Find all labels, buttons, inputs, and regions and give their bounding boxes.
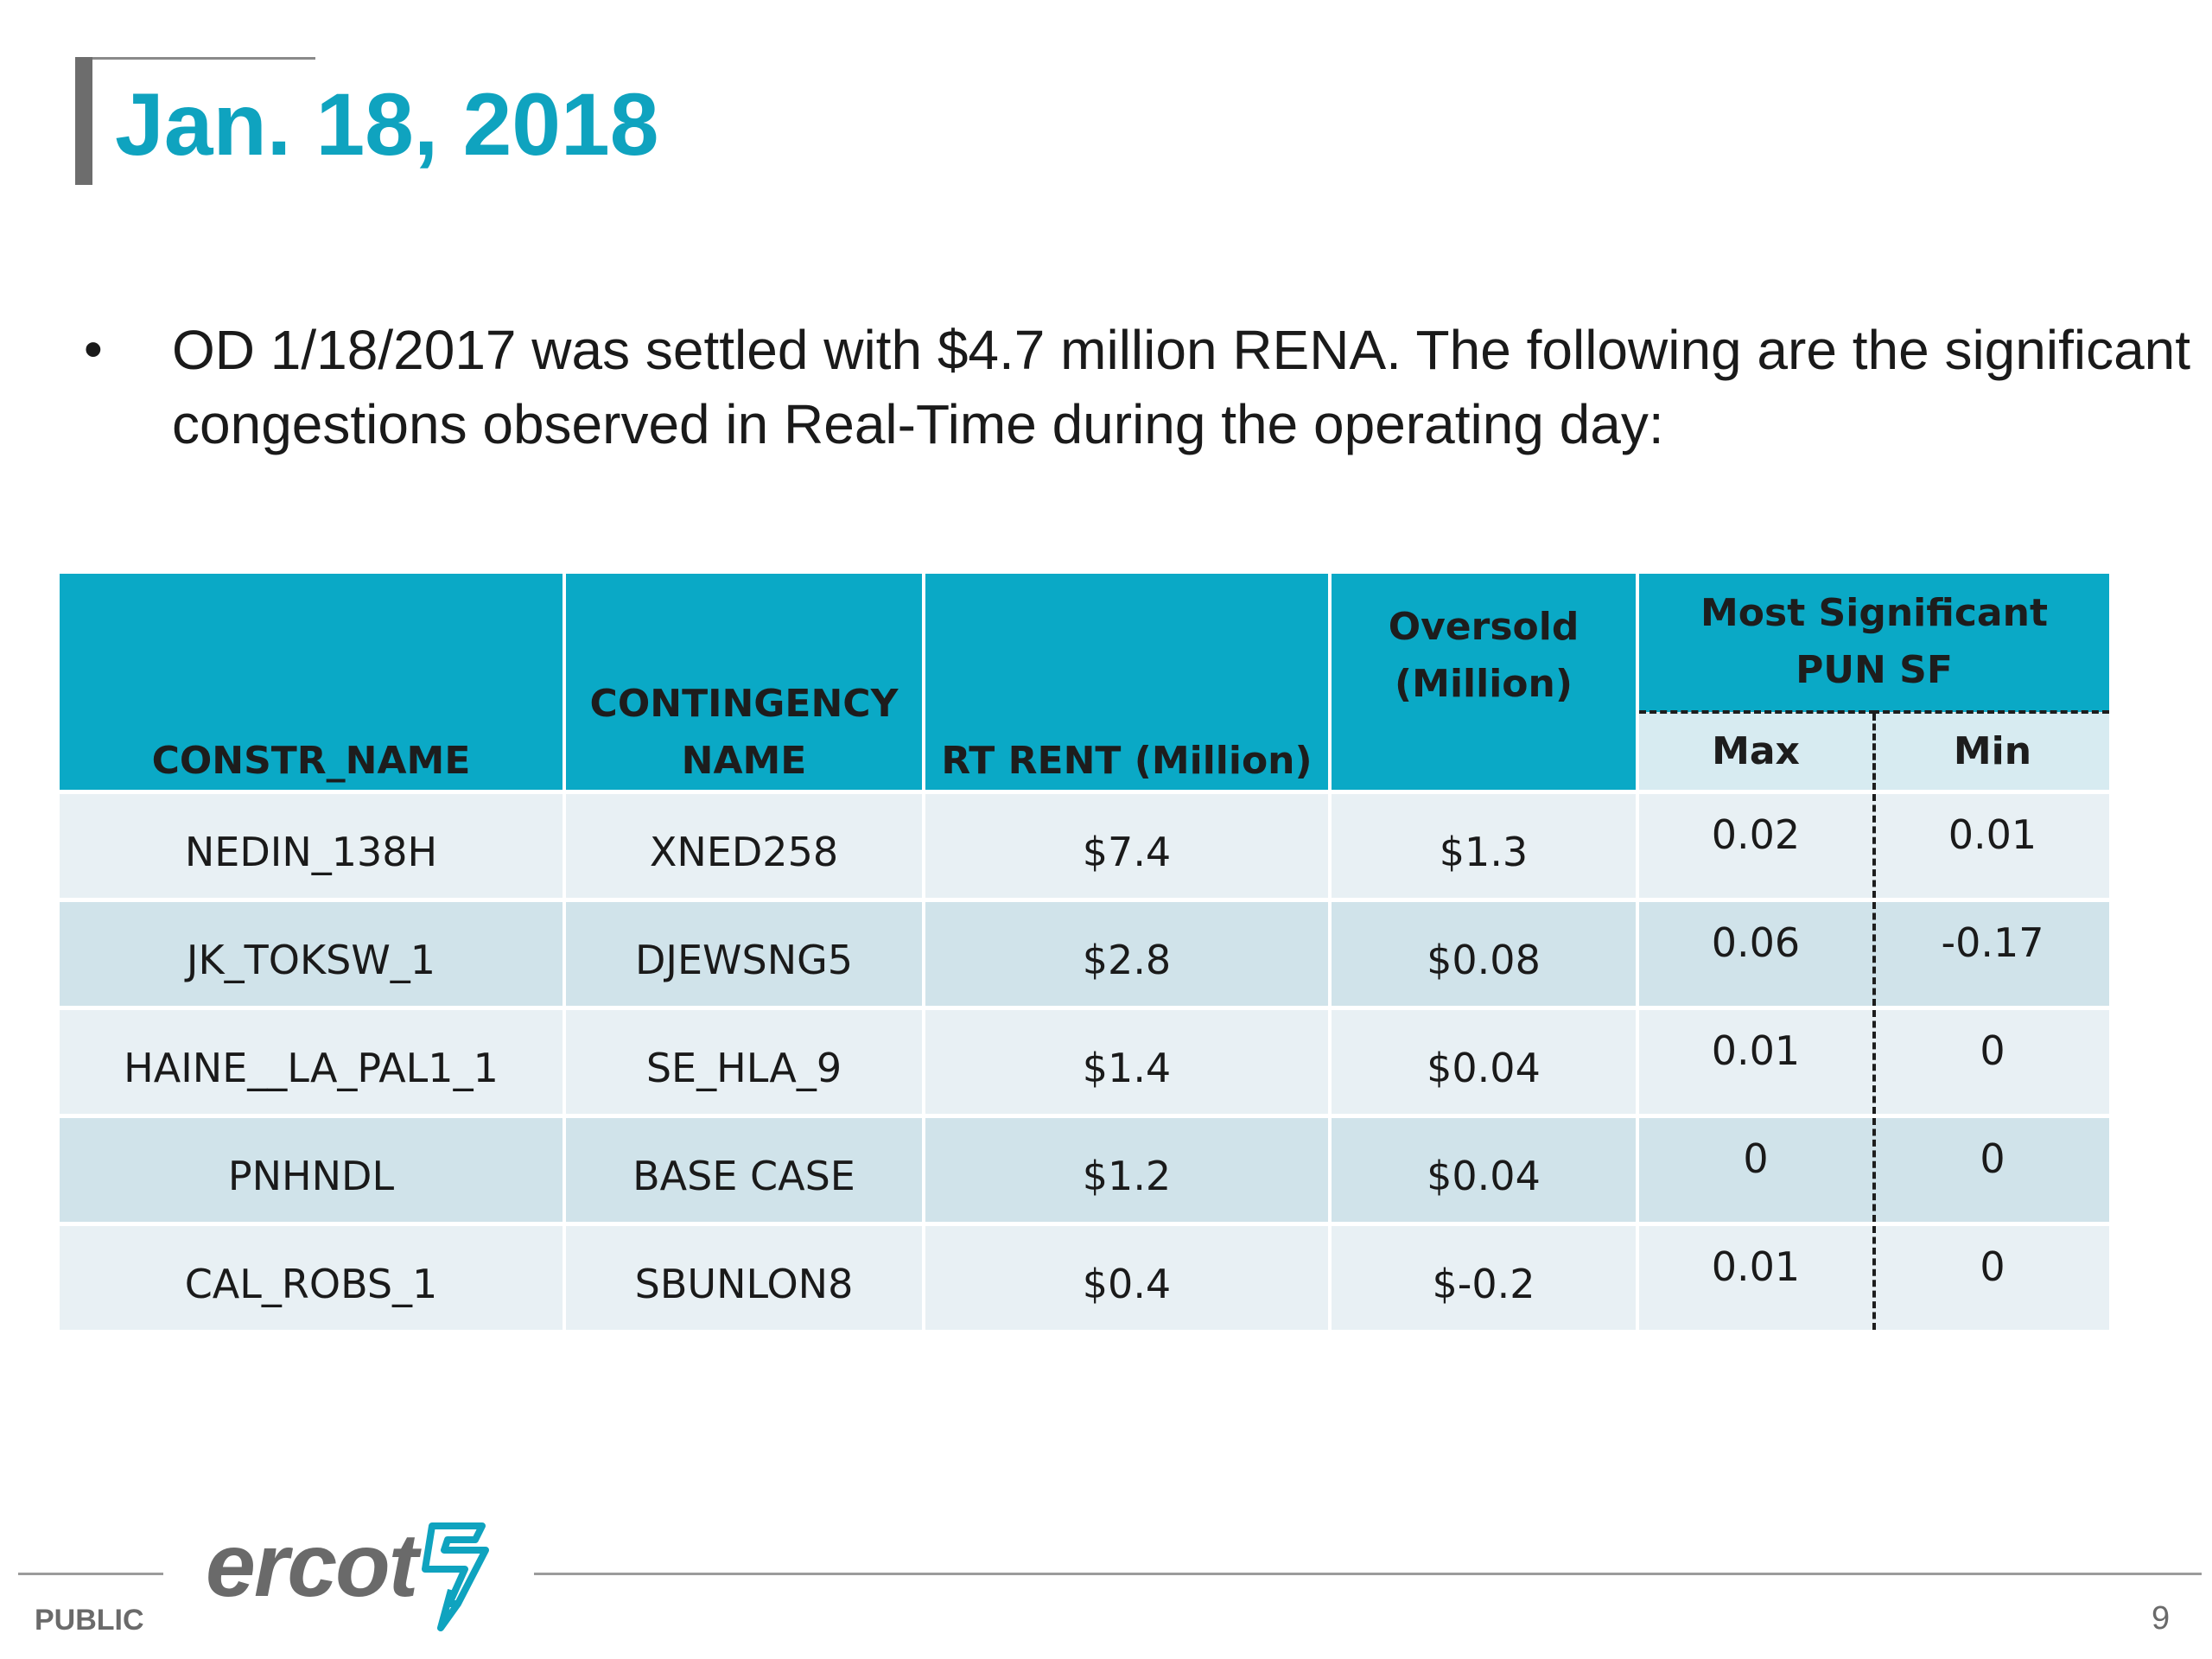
footer-divider-right [534,1573,2202,1575]
table-subheader-row: Max Min [60,712,2109,792]
header-pun-line1: Most Significant [1700,591,2048,635]
classification-label: PUBLIC [35,1604,144,1637]
cell-contingency: XNED258 [564,790,925,900]
table-row: JK_TOKSW_1 DJEWSNG5 $2.8 $0.08 0.06 -0.1… [60,898,2109,1008]
cell-min: 0 [1874,1114,2109,1224]
cell-constr-name: HAINE__LA_PAL1_1 [60,1006,566,1116]
ercot-bolt-icon [422,1522,489,1631]
header-rt-rent: RT RENT (Million) [924,574,1332,792]
header-constr-name-text: CONSTR_NAME [151,739,471,783]
cell-max: 0 [1637,1114,1876,1224]
header-oversold-line1: Oversold [1388,605,1580,649]
cell-contingency: SBUNLON8 [564,1222,925,1330]
congestion-table-wrapper: CONSTR_NAME CONTINGENCY NAME RT RENT (Mi… [60,574,2109,1330]
header-oversold-line2: (Million) [1395,662,1573,706]
cell-rt-rent: $1.2 [924,1114,1332,1224]
cell-contingency: SE_HLA_9 [564,1006,925,1116]
cell-constr-name: NEDIN_138H [60,790,566,900]
cell-min: 0 [1874,1222,2109,1330]
slide-title: Jan. 18, 2018 [115,75,659,174]
title-accent-line [75,57,315,60]
header-contingency-line1: CONTINGENCY [589,682,899,726]
header-rt-rent-text: RT RENT (Million) [941,739,1313,783]
logo-text: ercot [206,1516,418,1616]
cell-oversold: $0.04 [1330,1114,1639,1224]
cell-oversold: $1.3 [1330,790,1639,900]
cell-max: 0.01 [1637,1222,1876,1330]
bullet-dot-icon: • [84,320,103,379]
header-contingency-line2: NAME [681,739,807,783]
cell-rt-rent: $0.4 [924,1222,1332,1330]
cell-max: 0.02 [1637,790,1876,900]
cell-constr-name: JK_TOKSW_1 [60,898,566,1008]
table-row: HAINE__LA_PAL1_1 SE_HLA_9 $1.4 $0.04 0.0… [60,1006,2109,1116]
cell-min: 0 [1874,1006,2109,1116]
cell-oversold: $-0.2 [1330,1222,1639,1330]
header-max: Max [1637,712,1876,792]
cell-constr-name: CAL_ROBS_1 [60,1222,566,1330]
congestion-table: CONSTR_NAME CONTINGENCY NAME RT RENT (Mi… [60,574,2109,1330]
header-pun-sf: Most Significant PUN SF [1637,574,2109,714]
bullet-text: OD 1/18/2017 was settled with $4.7 milli… [172,319,2191,455]
cell-oversold: $0.08 [1330,898,1639,1008]
cell-constr-name: PNHNDL [60,1114,566,1224]
cell-contingency: DJEWSNG5 [564,898,925,1008]
title-accent-bar [75,57,92,185]
header-oversold: Oversold (Million) [1330,574,1639,792]
cell-min: -0.17 [1874,898,2109,1008]
header-pun-line2: PUN SF [1796,648,1953,692]
cell-max: 0.06 [1637,898,1876,1008]
page-number: 9 [2152,1600,2171,1637]
table-header-row: CONSTR_NAME CONTINGENCY NAME RT RENT (Mi… [60,574,2109,792]
header-min: Min [1874,712,2109,792]
cell-rt-rent: $2.8 [924,898,1332,1008]
cell-rt-rent: $1.4 [924,1006,1332,1116]
table-row: NEDIN_138H XNED258 $7.4 $1.3 0.02 0.01 [60,790,2109,900]
header-constr-name: CONSTR_NAME [60,574,566,792]
cell-oversold: $0.04 [1330,1006,1639,1116]
footer-divider-left [18,1573,163,1575]
header-contingency: CONTINGENCY NAME [564,574,925,792]
cell-max: 0.01 [1637,1006,1876,1116]
ercot-logo: ercot [206,1514,499,1635]
cell-rt-rent: $7.4 [924,790,1332,900]
cell-min: 0.01 [1874,790,2109,900]
table-row: CAL_ROBS_1 SBUNLON8 $0.4 $-0.2 0.01 0 [60,1222,2109,1330]
cell-contingency: BASE CASE [564,1114,925,1224]
table-row: PNHNDL BASE CASE $1.2 $0.04 0 0 [60,1114,2109,1224]
